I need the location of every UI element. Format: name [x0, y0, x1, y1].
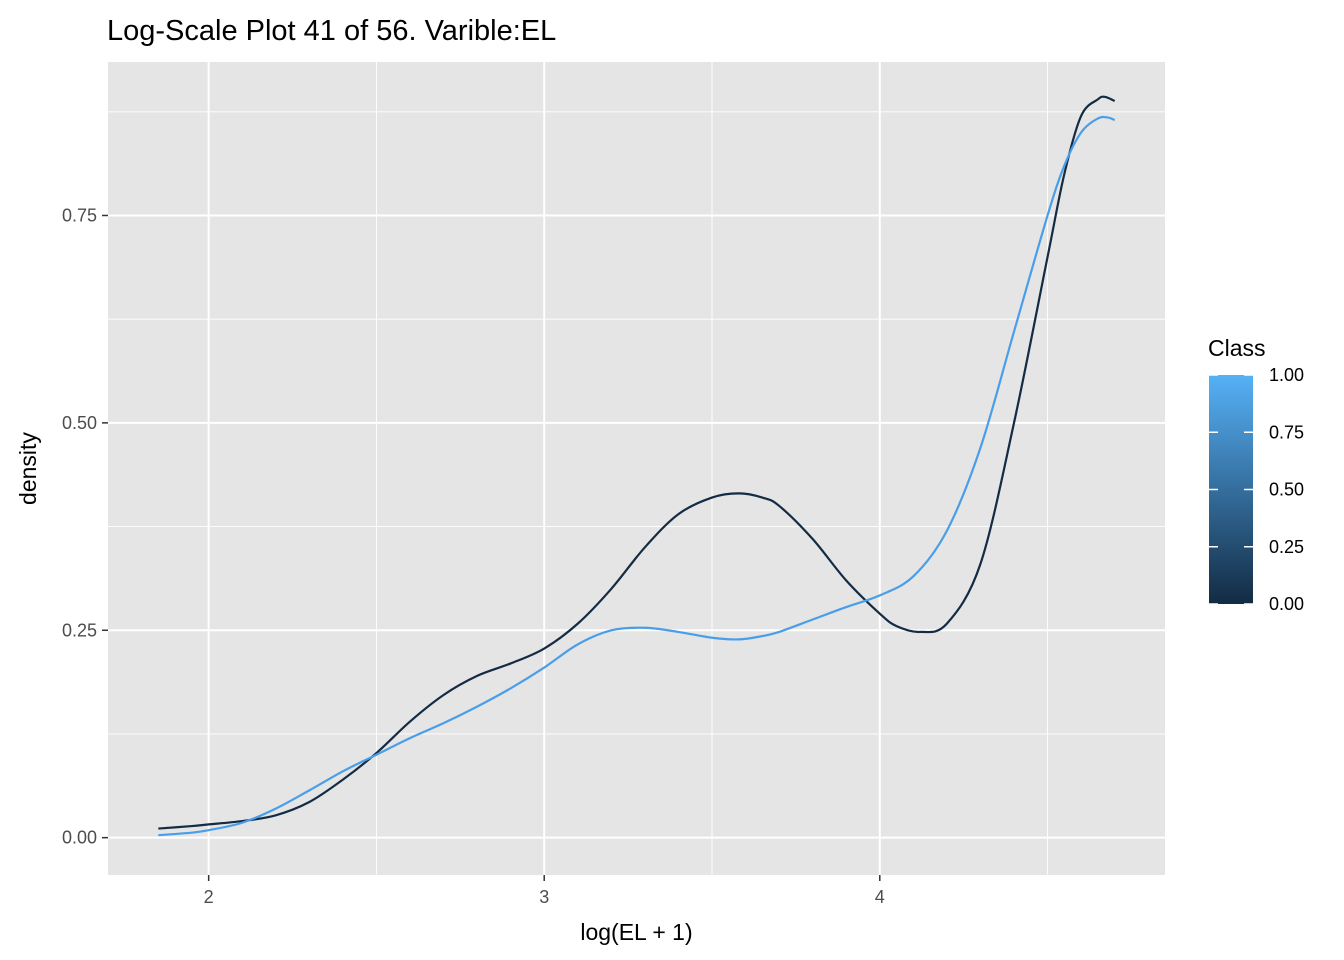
legend-label: 0.50: [1269, 480, 1304, 500]
legend-label: 0.75: [1269, 422, 1304, 442]
legend-label: 0.00: [1269, 594, 1304, 614]
y-tick-label: 0.25: [62, 620, 97, 640]
x-axis-title: log(EL + 1): [580, 919, 692, 945]
density-line-class-1: [158, 115, 1116, 837]
x-tick-label: 2: [204, 887, 214, 907]
y-tick-label: 0.00: [62, 828, 97, 848]
panel-background: [108, 62, 1165, 875]
chart-title: Log-Scale Plot 41 of 56. Varible:EL: [107, 15, 556, 47]
y-tick-label: 0.75: [62, 205, 97, 225]
x-tick-label: 3: [539, 887, 549, 907]
plot-area: [108, 62, 1165, 875]
y-axis-title: density: [15, 432, 41, 505]
legend-label: 0.25: [1269, 537, 1304, 557]
density-line-class-0: [158, 95, 1116, 830]
axes: 2 3 4 0.00 0.25 0.50 0.75: [62, 205, 885, 907]
legend-label: 1.00: [1269, 365, 1304, 385]
legend: Class 0.00 0.25 0.50 0.75 1.00: [1208, 335, 1304, 614]
x-tick-label: 4: [875, 887, 885, 907]
y-tick-label: 0.50: [62, 413, 97, 433]
legend-title: Class: [1208, 335, 1266, 361]
